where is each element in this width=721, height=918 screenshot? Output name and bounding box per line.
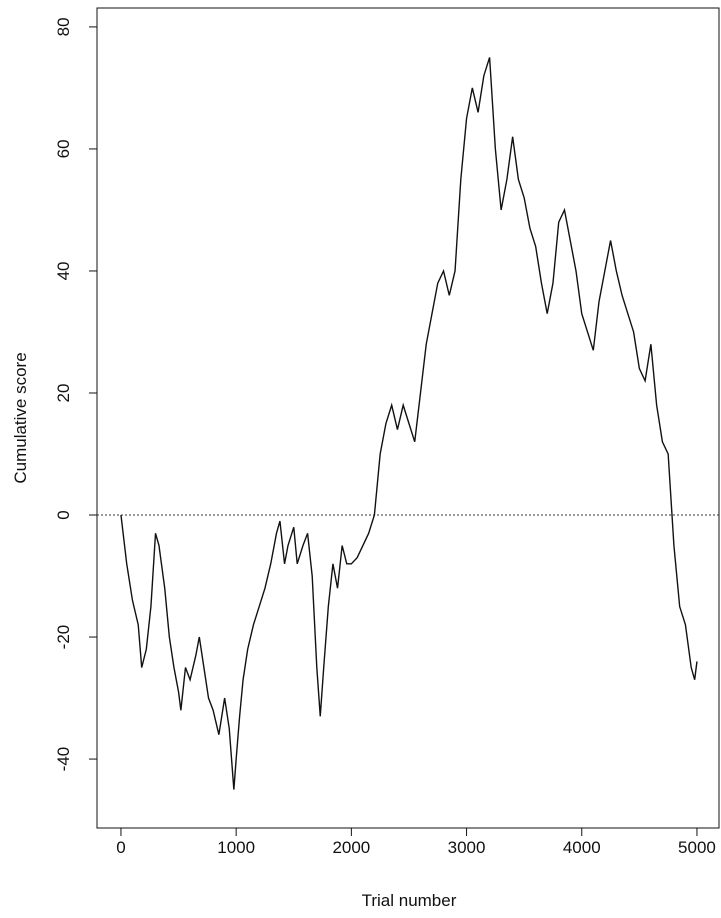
y-axis-label: Cumulative score <box>11 352 30 483</box>
y-tick-label: 40 <box>54 262 73 281</box>
x-tick-label: 3000 <box>448 838 486 857</box>
y-tick-label: -40 <box>54 747 73 772</box>
x-tick-label: 5000 <box>678 838 716 857</box>
x-tick-label: 4000 <box>563 838 601 857</box>
x-tick-label: 1000 <box>217 838 255 857</box>
x-axis-label: Trial number <box>362 891 457 910</box>
plot-frame <box>96 7 720 829</box>
data-line <box>120 57 698 790</box>
y-tick-label: 0 <box>54 510 73 519</box>
x-tick-label: 0 <box>116 838 125 857</box>
y-tick-label: -20 <box>54 625 73 650</box>
x-tick-label: 2000 <box>332 838 370 857</box>
y-tick-label: 60 <box>54 139 73 158</box>
y-tick-label: 20 <box>54 384 73 403</box>
y-tick-label: 80 <box>54 17 73 36</box>
